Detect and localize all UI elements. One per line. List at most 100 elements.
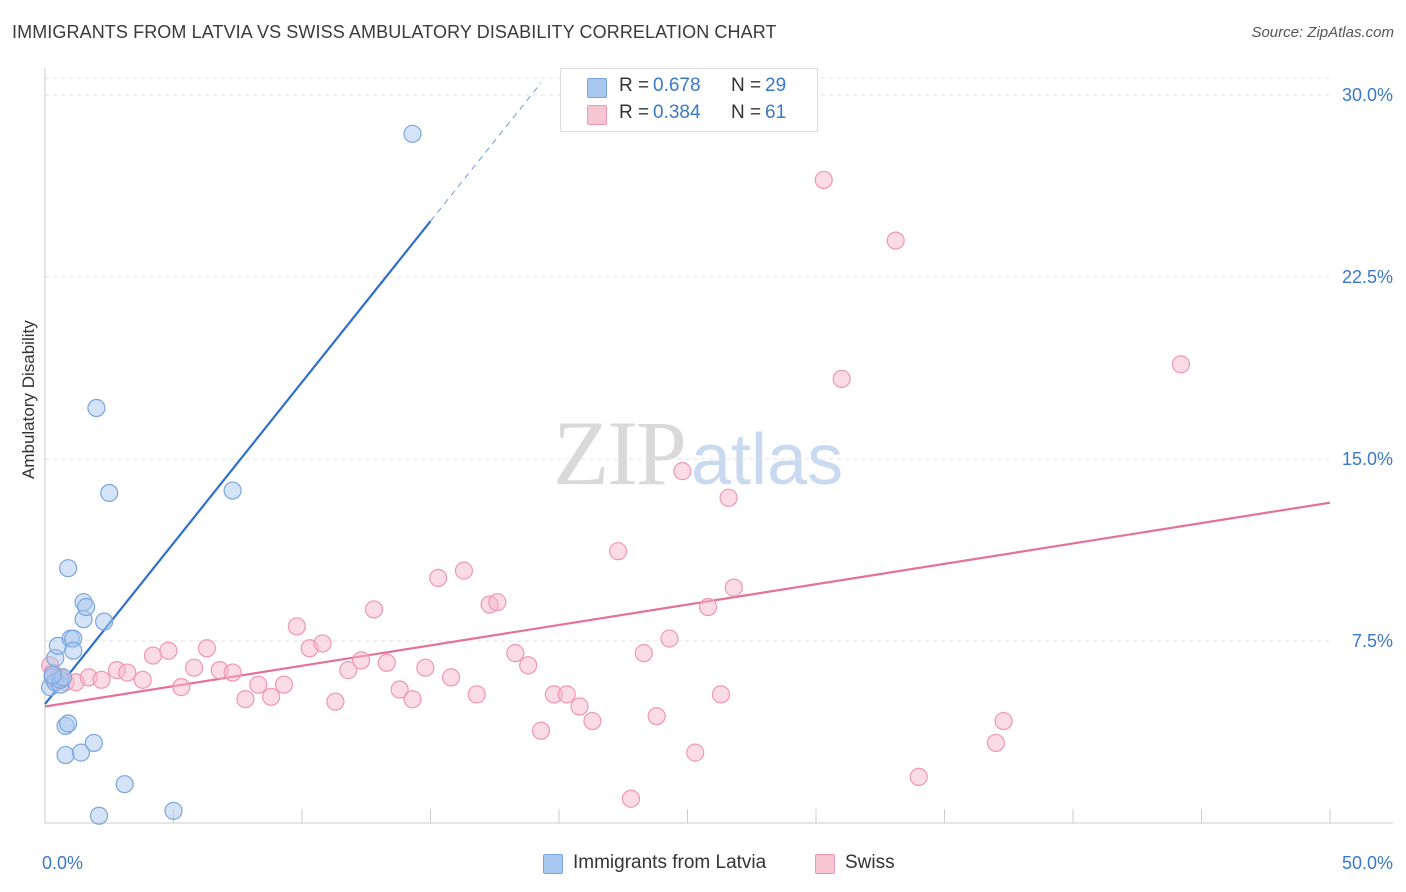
latvia-r-label: R = [619, 75, 650, 96]
latvia-point [59, 559, 78, 578]
swiss-point [531, 721, 551, 740]
swiss-n-value: 61 [765, 102, 787, 123]
swiss-legend-swatch [815, 854, 835, 874]
source-credit: Source: ZipAtlas.com [1251, 24, 1394, 41]
latvia-point [71, 743, 91, 762]
swiss-r-label: R = [619, 102, 650, 123]
swiss-point [814, 170, 833, 190]
swiss-point [1171, 355, 1191, 374]
point-layer [41, 124, 1191, 825]
y-tick-label: 15.0% [1342, 449, 1393, 469]
swiss-point [236, 690, 255, 709]
swiss-point [429, 568, 448, 588]
y-tick-label: 7.5% [1352, 631, 1393, 651]
watermark-atlas: atlas [691, 420, 844, 500]
watermark-zip: ZIP [553, 402, 687, 504]
swiss-point [506, 644, 525, 663]
swiss-point [686, 743, 705, 762]
axis-layer [44, 68, 1393, 824]
swiss-point [364, 600, 384, 619]
latvia-point [43, 665, 62, 685]
series-legend: Immigrants from Latvia Swiss [0, 852, 1406, 878]
latvia-trend-line [44, 220, 432, 705]
latvia-point [77, 597, 96, 617]
latvia-point [95, 612, 114, 631]
y-tick-label: 30.0% [1342, 85, 1393, 105]
swiss-point [143, 646, 163, 665]
swiss-point [326, 692, 345, 711]
swiss-point [698, 597, 718, 617]
swiss-point [519, 656, 538, 675]
swiss-point [249, 675, 268, 694]
swiss-point [339, 661, 358, 680]
swiss-point [223, 663, 242, 682]
x-tick-label: 50.0% [1342, 853, 1393, 873]
y-tick-label: 22.5% [1342, 267, 1393, 287]
swiss-point [886, 231, 905, 250]
swiss-r-value: 0.384 [653, 102, 701, 123]
swiss-trend-line [44, 501, 1331, 708]
swiss-swatch [587, 105, 607, 125]
swiss-legend-label: Swiss [845, 852, 895, 873]
latvia-legend-swatch [543, 854, 563, 874]
swiss-point [274, 675, 294, 694]
swiss-point [287, 617, 306, 636]
latvia-trend-extension [430, 82, 542, 222]
swiss-point [986, 733, 1006, 753]
latvia-point [223, 481, 242, 500]
swiss-point [403, 690, 422, 709]
swiss-point [92, 670, 111, 689]
swiss-point [719, 488, 738, 507]
swiss-point [197, 639, 217, 658]
swiss-point [172, 678, 191, 697]
trend-layer [44, 82, 1331, 708]
latvia-point [59, 714, 78, 733]
swiss-point [724, 578, 743, 597]
swiss-point [660, 629, 679, 648]
swiss-point [441, 668, 461, 687]
swiss-point [416, 658, 435, 677]
swiss-point [621, 789, 641, 808]
swiss-point [711, 685, 731, 704]
latvia-point [115, 775, 134, 794]
swiss-point [390, 680, 409, 699]
swiss-point [488, 593, 507, 612]
zipatlas-watermark: ZIPatlas [553, 400, 843, 506]
swiss-point [570, 697, 589, 716]
latvia-point [100, 483, 119, 503]
swiss-point [454, 561, 474, 580]
x-tick-label: 0.0% [42, 853, 83, 873]
swiss-point [118, 663, 137, 682]
swiss-point [909, 767, 928, 786]
swiss-point [557, 685, 576, 704]
latvia-legend-label: Immigrants from Latvia [573, 852, 767, 873]
latvia-point [64, 641, 83, 660]
swiss-point [159, 641, 178, 660]
latvia-point [56, 745, 75, 765]
latvia-point [84, 733, 103, 753]
swiss-point [133, 670, 152, 689]
swiss-n-label: N = [731, 102, 762, 123]
latvia-point [403, 124, 422, 143]
tick-label-layer: 7.5% 15.0% 22.5% 30.0% 0.0% 50.0% [42, 85, 1393, 873]
latvia-point [87, 398, 106, 418]
swiss-point [634, 644, 653, 663]
legend-row-latvia: R = 0.678 N = 29 [561, 75, 817, 99]
swiss-point [262, 687, 281, 706]
swiss-point [184, 658, 204, 677]
grid-layer [45, 77, 1330, 642]
swiss-point [673, 462, 692, 481]
latvia-n-value: 29 [765, 75, 787, 96]
swiss-point [832, 369, 851, 389]
correlation-legend: R = 0.678 N = 29 R = 0.384 N = 61 [560, 68, 818, 132]
swiss-point [583, 711, 602, 731]
swiss-point [609, 542, 628, 561]
latvia-swatch [587, 78, 607, 98]
latvia-r-value: 0.678 [653, 75, 701, 96]
swiss-point [647, 707, 666, 726]
swiss-point [994, 711, 1013, 731]
swiss-point [313, 634, 332, 653]
swiss-point [467, 685, 486, 704]
swiss-point [377, 653, 396, 672]
